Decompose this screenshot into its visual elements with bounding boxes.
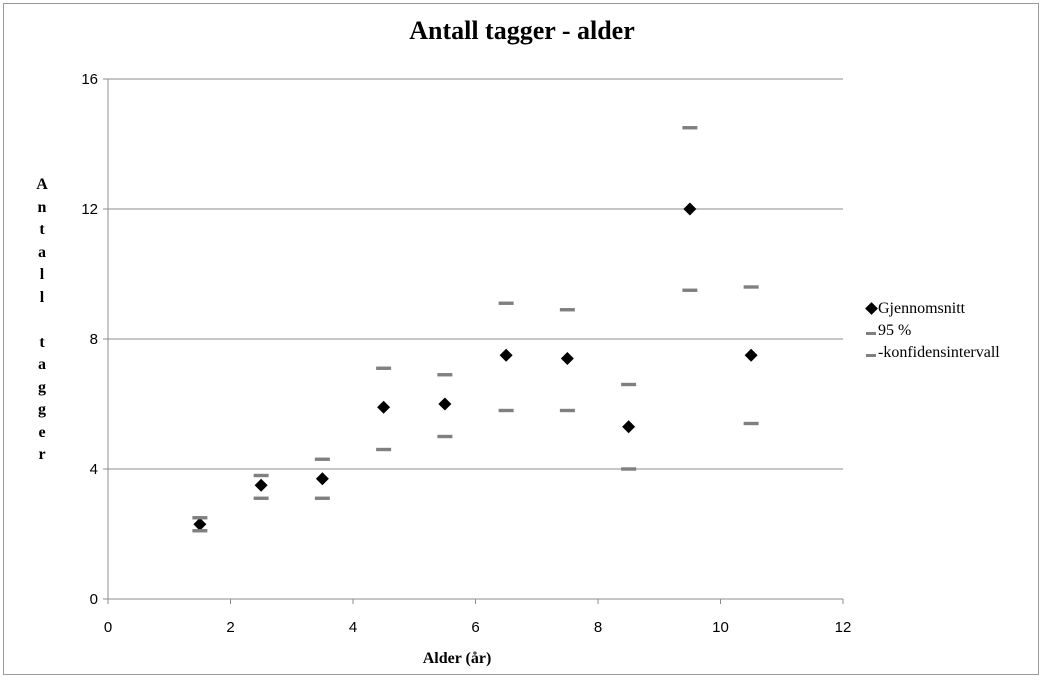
lower-ci-point	[743, 421, 759, 426]
legend-item-lower: -konfidensintervall	[866, 342, 1000, 364]
upper-ci-point	[682, 126, 698, 130]
x-tick-label: 8	[594, 619, 602, 636]
y-axis-title-letter	[30, 309, 54, 332]
x-tick-label: 0	[104, 619, 112, 636]
upper-ci-point	[314, 457, 330, 461]
mean-point	[560, 352, 574, 365]
axes	[103, 78, 844, 604]
lower-ci-point	[621, 467, 637, 471]
y-tick-label: 4	[90, 461, 98, 478]
mean-point	[377, 400, 391, 414]
x-tick-label: 4	[349, 619, 357, 636]
y-axis-title-letter: a	[38, 356, 46, 373]
mean-point	[254, 478, 268, 492]
upper-ci-point	[621, 382, 637, 387]
lower-ci-point	[559, 408, 575, 413]
upper-ci-point	[253, 473, 269, 478]
x-tick-label: 2	[226, 619, 234, 636]
tick-labels: 0 4 8 12 16 0 2 4 6 8 10 12	[81, 71, 851, 636]
y-axis-title-letter: g	[38, 401, 46, 418]
y-tick-label: 0	[90, 591, 98, 608]
x-axis-title: Alder (år)	[422, 650, 492, 667]
data-markers	[192, 126, 759, 533]
lower-ci-point	[314, 496, 330, 500]
lower-ci-point	[253, 496, 269, 500]
x-tick-label: 10	[712, 619, 729, 636]
legend: Gjennomsnitt 95 % -konfidensintervall	[864, 298, 1000, 364]
lower-ci-point	[376, 447, 392, 452]
y-axis-title-letter: g	[38, 378, 46, 396]
legend-item-upper: 95 %	[866, 320, 1000, 342]
upper-ci-point	[376, 366, 392, 370]
chart-title: Antall tagger - alder	[409, 16, 635, 45]
upper-ci-point	[559, 308, 575, 312]
y-tick-label: 8	[90, 331, 98, 348]
upper-ci-point	[437, 373, 453, 377]
mean-point	[438, 397, 452, 411]
mean-point	[744, 348, 758, 362]
y-tick-label: 16	[81, 71, 98, 88]
mean-point	[499, 348, 513, 362]
lower-ci-point	[437, 434, 453, 439]
y-axis-title-letter: r	[38, 446, 46, 463]
y-axis-title-letter: a	[38, 243, 46, 261]
upper-ci-point	[192, 516, 208, 520]
legend-label-mean: Gjennomsnitt	[878, 300, 966, 317]
y-axis-title-letter: l	[39, 266, 45, 283]
mean-point	[193, 517, 207, 531]
x-tick-label: 12	[835, 619, 852, 636]
legend-label-lower: -konfidensintervall	[878, 344, 1000, 361]
y-axis-title-letter: l	[39, 288, 45, 306]
lower-ci-point	[192, 529, 208, 533]
dash-marker-icon	[866, 322, 876, 340]
legend-item-mean: Gjennomsnitt	[864, 298, 1000, 320]
dash-marker-icon	[866, 344, 876, 362]
mean-point	[622, 420, 636, 434]
lower-ci-point	[682, 288, 698, 292]
y-axis-title-letter: n	[37, 198, 47, 216]
lower-ci-point	[498, 408, 514, 413]
x-tick-label: 6	[471, 619, 479, 636]
upper-ci-point	[743, 285, 759, 289]
diamond-marker-icon	[864, 300, 878, 318]
y-axis-title-letter: A	[36, 176, 48, 193]
mean-point	[683, 202, 697, 216]
y-axis-title-letter: t	[39, 333, 45, 351]
y-axis-title-letter: e	[38, 423, 46, 441]
gridlines	[108, 78, 843, 470]
mean-point	[315, 472, 329, 486]
upper-ci-point	[498, 301, 514, 305]
y-tick-label: 12	[81, 201, 98, 218]
legend-label-upper: 95 %	[878, 322, 912, 339]
y-axis-title-letter: t	[39, 221, 45, 238]
